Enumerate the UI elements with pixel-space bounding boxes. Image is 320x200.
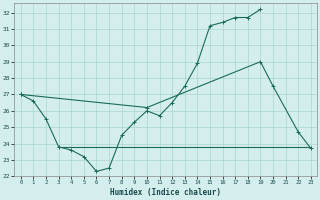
- X-axis label: Humidex (Indice chaleur): Humidex (Indice chaleur): [110, 188, 221, 197]
